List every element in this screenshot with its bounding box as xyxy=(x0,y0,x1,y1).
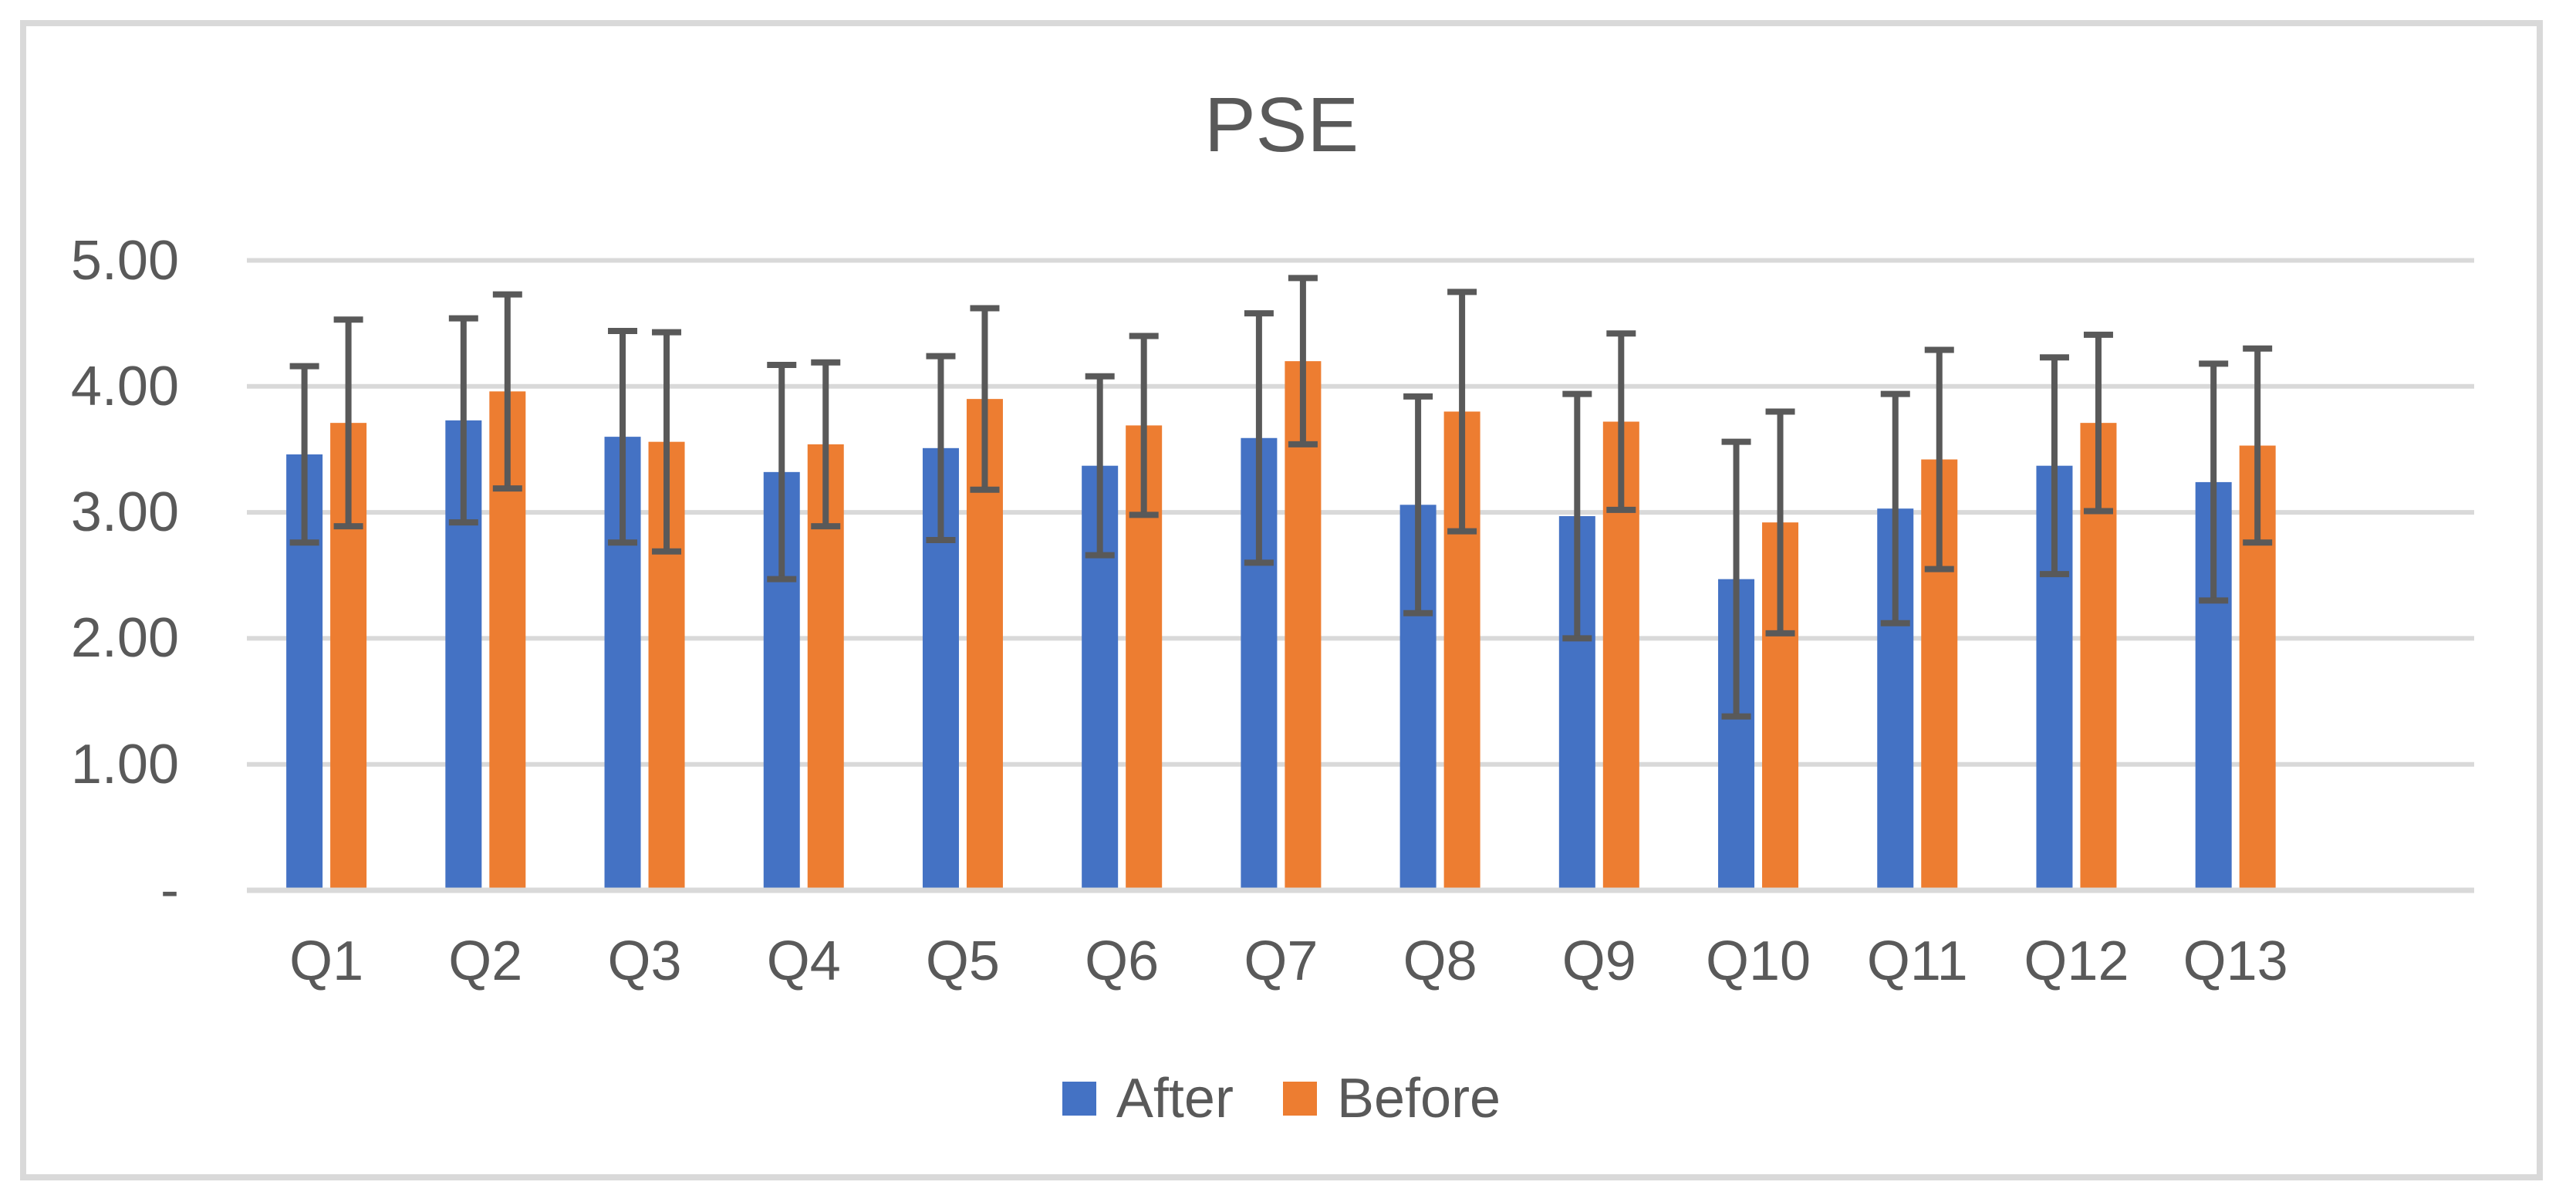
chart-frame xyxy=(20,20,2543,1180)
y-tick-label: - xyxy=(160,859,179,921)
x-axis-label: Q1 xyxy=(289,930,364,992)
y-tick-label: 4.00 xyxy=(70,355,179,417)
x-axis-label: Q8 xyxy=(1403,930,1477,992)
y-tick-label: 3.00 xyxy=(70,481,179,544)
x-axis-label: Q6 xyxy=(1085,930,1160,992)
legend-item-before: Before xyxy=(1282,1066,1501,1131)
x-axis-label: Q11 xyxy=(1866,930,1968,992)
y-tick-label: 2.00 xyxy=(70,607,179,670)
x-axis-label: Q9 xyxy=(1561,930,1636,992)
x-axis-label: Q2 xyxy=(448,930,523,992)
x-axis-label: Q10 xyxy=(1705,930,1811,992)
legend-swatch-after xyxy=(1062,1082,1096,1116)
bar-before-q7 xyxy=(1285,361,1322,890)
x-axis-label: Q3 xyxy=(607,930,682,992)
x-axis-label: Q13 xyxy=(2183,930,2288,992)
legend-label-after: After xyxy=(1116,1068,1234,1129)
legend-swatch-before xyxy=(1282,1082,1317,1116)
y-tick-label: 5.00 xyxy=(70,229,179,292)
legend: After Before xyxy=(20,1066,2543,1131)
chart-title: PSE xyxy=(1204,82,1359,168)
x-axis-label: Q4 xyxy=(766,930,841,992)
legend-item-after: After xyxy=(1062,1066,1234,1131)
y-tick-label: 1.00 xyxy=(70,733,179,795)
x-axis-label: Q5 xyxy=(925,930,1000,992)
x-axis-label: Q7 xyxy=(1244,930,1318,992)
legend-label-before: Before xyxy=(1336,1068,1501,1129)
x-axis-label: Q12 xyxy=(2024,930,2129,992)
